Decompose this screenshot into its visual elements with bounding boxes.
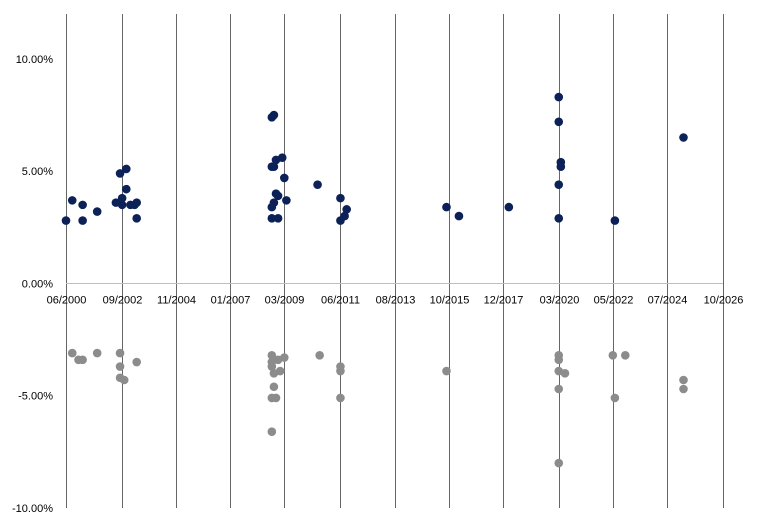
x-tick-label: 10/2026: [704, 294, 744, 306]
positive-data-point: [556, 162, 566, 171]
positive-data-point: [504, 202, 514, 212]
positive-data-point: [61, 216, 71, 225]
negative-data-point: [336, 393, 345, 403]
positive-data-point: [273, 191, 283, 201]
data-points: [61, 92, 688, 468]
x-tick-label: 12/2017: [484, 294, 524, 306]
x-tick-label: 08/2013: [376, 294, 416, 306]
positive-data-point: [277, 153, 287, 163]
negative-data-point: [554, 384, 564, 394]
x-tick-label: 11/2004: [157, 294, 196, 306]
positive-data-point: [679, 133, 688, 142]
positive-data-point: [454, 211, 464, 221]
positive-data-point: [336, 193, 345, 203]
x-tick-labels: 06/2000 09/2002 11/2004 01/2007 03/2009 06/20…: [47, 294, 744, 306]
negative-data-point: [115, 362, 125, 371]
negative-data-point: [119, 375, 129, 385]
negative-data-point: [280, 353, 289, 362]
negative-data-point: [679, 375, 688, 385]
positive-data-point: [313, 180, 322, 189]
negative-data-point: [269, 382, 279, 392]
positive-data-point: [610, 216, 620, 225]
positive-data-point: [132, 214, 141, 223]
positive-data-point: [121, 184, 131, 194]
negative-data-point: [267, 427, 277, 436]
positive-data-point: [132, 198, 141, 207]
positive-data-point: [269, 162, 279, 171]
negative-data-point: [560, 368, 570, 378]
negative-data-point: [620, 351, 630, 360]
y-tick-label: 0.00%: [22, 278, 53, 290]
negative-data-point: [679, 384, 688, 394]
positive-data-point: [273, 214, 283, 223]
x-tick-label: 06/2000: [47, 294, 87, 306]
y-tick-label: 10.00%: [16, 54, 54, 66]
negative-data-point: [554, 458, 564, 468]
positive-data-point: [442, 202, 451, 212]
positive-data-point: [269, 110, 279, 120]
x-tick-label: 01/2007: [211, 294, 251, 306]
negative-data-point: [267, 362, 277, 371]
positive-data-point: [554, 92, 564, 102]
positive-data-point: [115, 169, 125, 178]
vertical-gridlines: [66, 14, 724, 508]
y-tick-label: -10.00%: [12, 503, 53, 515]
positive-data-point: [554, 117, 564, 127]
negative-data-point: [115, 348, 125, 358]
positive-data-point: [78, 200, 87, 210]
positive-data-point: [554, 180, 564, 189]
negative-data-point: [608, 351, 618, 360]
y-tick-label: 5.00%: [22, 166, 53, 178]
positive-data-point: [554, 214, 564, 223]
positive-data-point: [78, 216, 87, 225]
negative-data-point: [67, 348, 77, 358]
negative-data-point: [442, 366, 451, 376]
positive-data-point: [117, 200, 127, 210]
x-tick-label: 03/2020: [540, 294, 580, 306]
negative-data-point: [132, 357, 141, 367]
negative-data-point: [267, 351, 277, 360]
negative-data-point: [92, 348, 102, 358]
x-tick-label: 07/2024: [648, 294, 688, 306]
negative-data-point: [610, 393, 620, 403]
positive-data-point: [267, 202, 277, 212]
x-tick-label: 09/2002: [103, 294, 143, 306]
positive-data-point: [282, 196, 291, 205]
positive-data-point: [117, 193, 127, 203]
positive-data-point: [342, 205, 351, 214]
y-tick-labels: 10.00% 5.00% 0.00% -5.00% -10.00%: [12, 54, 53, 515]
x-tick-label: 10/2015: [430, 294, 470, 306]
positive-data-point: [67, 196, 77, 205]
x-tick-label: 05/2022: [594, 294, 634, 306]
negative-data-point: [275, 366, 285, 376]
negative-data-point: [554, 355, 564, 365]
positive-data-point: [121, 164, 131, 174]
negative-data-point: [78, 355, 87, 365]
positive-data-point: [340, 211, 349, 221]
positive-data-point: [267, 214, 277, 223]
x-tick-label: 03/2009: [265, 294, 305, 306]
negative-data-point: [315, 351, 324, 360]
positive-data-point: [92, 207, 102, 216]
y-tick-label: -5.00%: [18, 391, 53, 403]
negative-data-point: [336, 366, 345, 376]
negative-data-point: [271, 393, 281, 403]
x-tick-label: 06/2011: [321, 294, 360, 306]
positive-data-point: [280, 173, 289, 183]
